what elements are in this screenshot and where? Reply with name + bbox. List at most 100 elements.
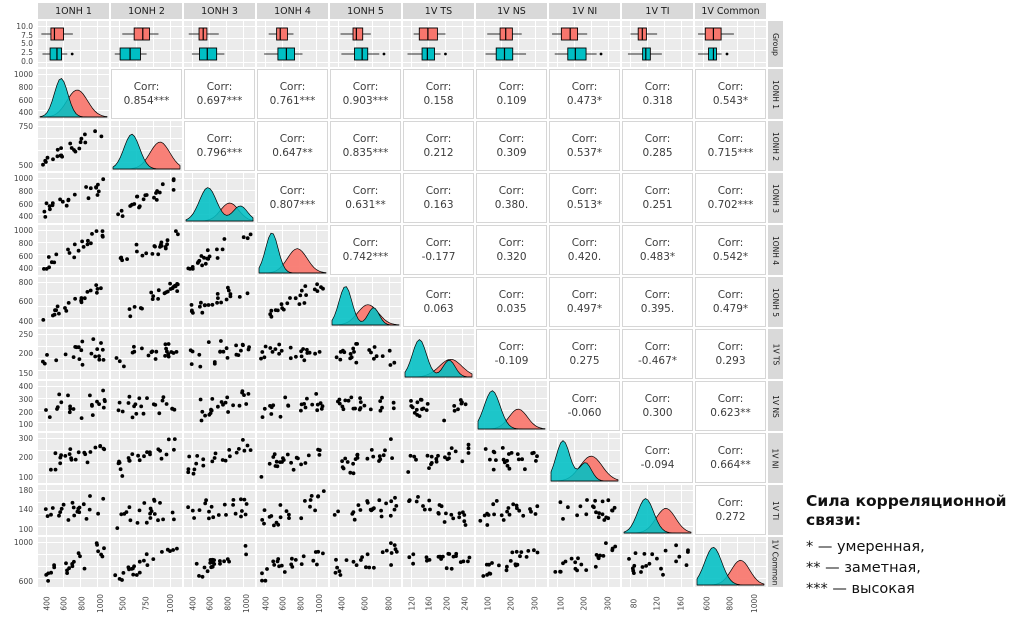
corr-cell: Corr: 0.542* — [695, 225, 766, 275]
corr-label: Corr: — [717, 185, 744, 198]
corr-cell: Corr: 0.251 — [622, 173, 693, 223]
x-axis-ticks: 400 600 800 — [330, 589, 401, 619]
scatter-panel — [184, 277, 255, 327]
y-tick-label: 600 — [18, 576, 33, 586]
corr-label: Corr: — [352, 185, 379, 198]
scatterplot-matrix: 1ONH 1 1ONH 2 1ONH 3 1ONH 4 1ONH 5 1V TS 1V NS… — [2, 3, 783, 619]
scatter-plot — [481, 548, 540, 578]
corr-cell: Corr: 0.513* — [549, 173, 620, 223]
y-tick-label: 600 — [18, 199, 33, 209]
corr-label: Corr: — [644, 185, 671, 198]
y-tick-label: 400 — [18, 382, 33, 391]
row-strip: 1V NI — [768, 433, 783, 483]
y-tick-label: 400 — [18, 264, 33, 274]
x-axis-ticks: 100 200 300 — [549, 589, 620, 619]
scatter-panel — [184, 225, 255, 275]
scatter-plot — [116, 437, 177, 478]
row-strip: Group — [768, 21, 783, 67]
density-plot — [477, 390, 546, 430]
y-tick-label: 200 — [18, 453, 33, 463]
corr-label: Corr: — [571, 341, 598, 354]
scatter-plot — [42, 229, 105, 271]
density-panel — [622, 485, 693, 535]
scatter-panel — [111, 485, 182, 535]
x-tick-label: 1000 — [749, 593, 759, 613]
corr-label: Corr: — [352, 237, 379, 250]
scatter-panel — [476, 537, 547, 587]
scatter-panel — [184, 329, 255, 379]
corr-value: 0.109 — [496, 94, 527, 107]
corr-cell: Corr: 0.807*** — [257, 173, 328, 223]
corr-label: Corr: — [644, 289, 671, 302]
boxplot-panel — [549, 21, 620, 67]
scatter-plot — [478, 499, 540, 527]
scatter-plot — [553, 541, 618, 574]
density-panel — [184, 173, 255, 223]
scatter-panel — [330, 329, 401, 379]
corr-cell: Corr: 0.543* — [695, 69, 766, 119]
corr-label: Corr: — [498, 237, 525, 250]
y-axis-ticks: 750 500 — [2, 121, 36, 171]
corr-value: -0.177 — [421, 250, 456, 263]
y-tick-label: 1000 — [13, 70, 33, 79]
density-plot — [331, 286, 400, 326]
column-header: 1ONH 3 — [184, 3, 255, 19]
density-plot — [696, 547, 765, 586]
corr-label: Corr: — [206, 81, 233, 94]
scatter-panel — [38, 485, 109, 535]
row-strip: 1ONH 4 — [768, 225, 783, 275]
legend-title: Сила корреляционной связи: — [806, 492, 1007, 530]
scatter-plot — [41, 283, 103, 322]
corr-label: Corr: — [133, 81, 160, 94]
corr-value: 0.715*** — [707, 146, 754, 159]
corr-cell: Corr: 0.497* — [549, 277, 620, 327]
x-tick-label: 300 — [530, 595, 540, 611]
column-header: 1V TS — [403, 3, 474, 19]
scatter-panel — [257, 537, 328, 587]
corr-cell: Corr: 0.158 — [403, 69, 474, 119]
corr-label: Corr: — [425, 185, 452, 198]
x-tick-label: 500 — [118, 595, 128, 611]
scatter-panel — [184, 433, 255, 483]
scatter-plot — [114, 342, 179, 369]
corr-cell: Corr: 0.715*** — [695, 121, 766, 171]
row-strip: 1ONH 2 — [768, 121, 783, 171]
corr-label: Corr: — [279, 81, 306, 94]
y-tick-label: 1000 — [13, 538, 33, 547]
scatter-plot — [332, 495, 399, 522]
corr-label: Corr: — [717, 393, 744, 406]
corr-cell: Corr: 0.854*** — [111, 69, 182, 119]
scatter-plot — [407, 551, 472, 571]
row-strip: 1ONH 1 — [768, 69, 783, 119]
grouped-boxplot — [627, 27, 662, 61]
density-panel — [476, 381, 547, 431]
x-tick-label: 800 — [296, 595, 306, 611]
corr-cell: Corr: -0.109 — [476, 329, 547, 379]
scatter-plot — [115, 497, 176, 530]
corr-label: Corr: — [498, 341, 525, 354]
scatter-plot — [340, 437, 394, 476]
scatter-panel — [330, 433, 401, 483]
y-axis-ticks: 1000 600 — [2, 537, 36, 587]
scatter-plot — [260, 549, 325, 583]
corr-value: 0.420. — [567, 250, 602, 263]
x-tick-label: 600 — [279, 595, 289, 611]
corr-value: 0.479* — [712, 302, 749, 315]
x-tick-label: 200 — [442, 595, 452, 611]
scatter-panel — [549, 485, 620, 535]
corr-value: 0.542* — [712, 250, 749, 263]
column-header: 1V Common — [695, 3, 766, 19]
scatter-panel — [403, 537, 474, 587]
corr-value: 0.796*** — [196, 146, 243, 159]
y-axis-ticks: 800 600 400 — [2, 277, 36, 327]
y-tick-label: 150 — [18, 368, 33, 378]
corr-cell: Corr: 0.835*** — [330, 121, 401, 171]
scatter-panel — [403, 433, 474, 483]
y-tick-label: 750 — [18, 122, 33, 131]
corr-label: Corr: — [717, 237, 744, 250]
column-header: 1ONH 2 — [111, 3, 182, 19]
boxplot-panel — [257, 21, 328, 67]
scatter-panel — [38, 537, 109, 587]
corr-label: Corr: — [717, 289, 744, 302]
